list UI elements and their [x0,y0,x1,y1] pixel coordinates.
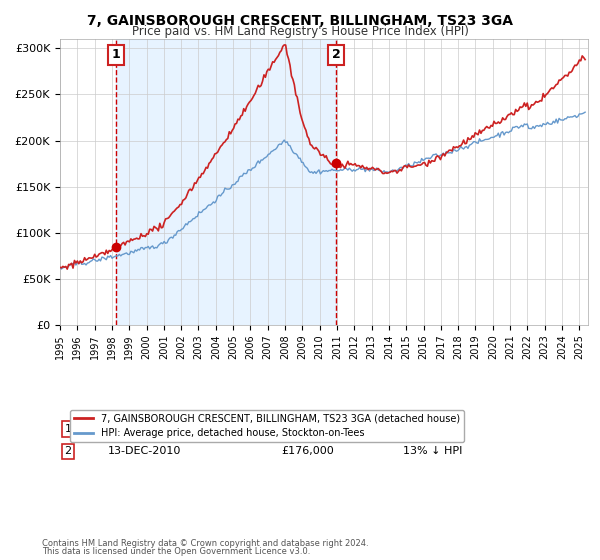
Text: 27-MAR-1998: 27-MAR-1998 [107,424,182,434]
Text: Contains HM Land Registry data © Crown copyright and database right 2024.: Contains HM Land Registry data © Crown c… [42,539,368,548]
Text: Price paid vs. HM Land Registry's House Price Index (HPI): Price paid vs. HM Land Registry's House … [131,25,469,38]
Text: 2: 2 [332,48,340,62]
Text: This data is licensed under the Open Government Licence v3.0.: This data is licensed under the Open Gov… [42,547,310,556]
Text: £84,500: £84,500 [282,424,328,434]
Text: 13% ↓ HPI: 13% ↓ HPI [403,446,463,456]
Text: 13-DEC-2010: 13-DEC-2010 [107,446,181,456]
Text: 1: 1 [112,48,120,62]
Text: 7, GAINSBOROUGH CRESCENT, BILLINGHAM, TS23 3GA: 7, GAINSBOROUGH CRESCENT, BILLINGHAM, TS… [87,14,513,28]
Text: 1: 1 [64,424,71,434]
Text: £176,000: £176,000 [282,446,335,456]
Text: 2: 2 [64,446,71,456]
Legend: 7, GAINSBOROUGH CRESCENT, BILLINGHAM, TS23 3GA (detached house), HPI: Average pr: 7, GAINSBOROUGH CRESCENT, BILLINGHAM, TS… [70,409,464,442]
Bar [116,39,336,325]
Text: 13% ↑ HPI: 13% ↑ HPI [403,424,463,434]
